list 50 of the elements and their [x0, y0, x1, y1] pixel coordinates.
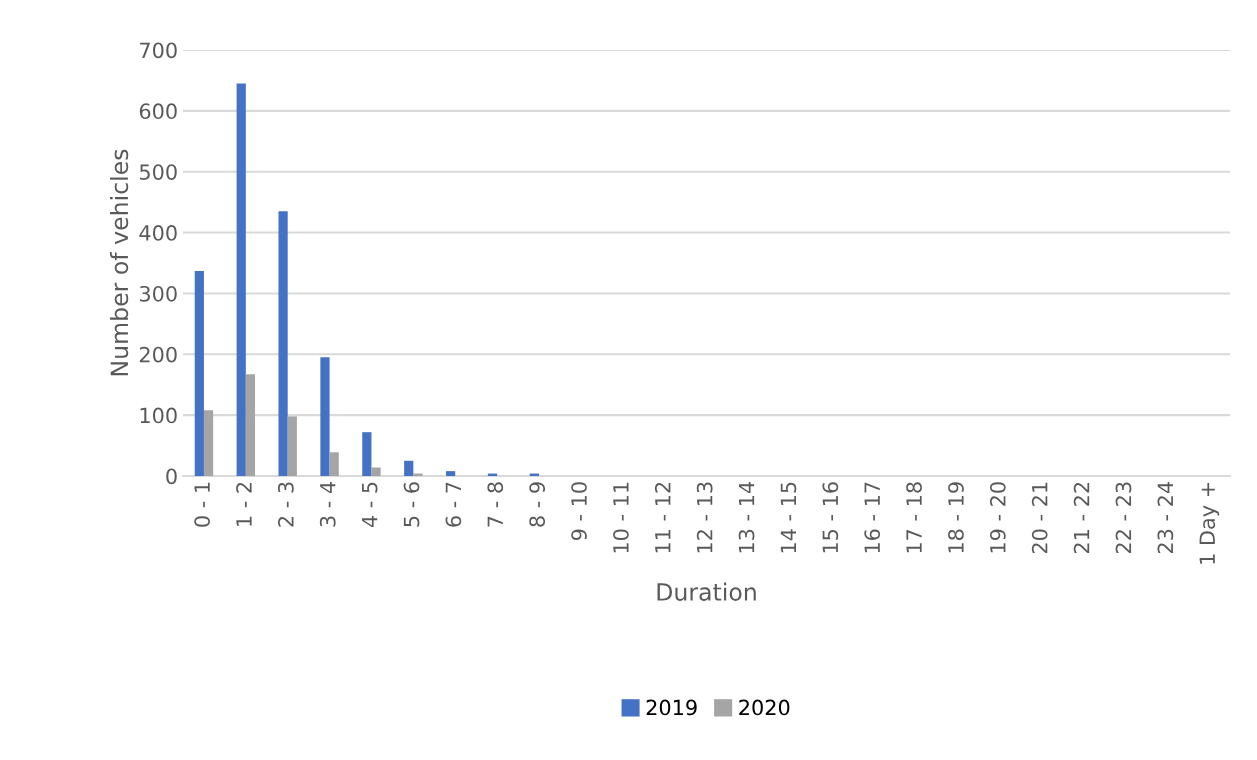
bar [320, 357, 330, 476]
x-tick-label: 17 - 18 [906, 482, 922, 553]
legend-label: 2019 [646, 699, 697, 716]
bar [194, 270, 204, 476]
y-axis-title: Number of vehicles [109, 149, 129, 376]
bar [362, 432, 372, 476]
x-tick-label: 10 - 11 [613, 482, 629, 553]
x-tick-label: 12 - 13 [696, 482, 713, 553]
x-tick-label: 1 Day + [1199, 483, 1220, 564]
x-tick-label: 11 - 12 [654, 482, 671, 553]
bar [236, 83, 246, 476]
x-tick-label: 7 - 8 [487, 482, 504, 527]
bar [446, 471, 456, 476]
bar [278, 211, 288, 476]
x-tick-label: 19 - 20 [989, 482, 1006, 553]
x-tick-label: 14 - 15 [780, 482, 797, 553]
x-tick-label: 6 - 7 [445, 482, 462, 527]
x-tick-label: 18 - 19 [948, 482, 964, 553]
bar [371, 467, 381, 476]
x-axis-title: Duration [657, 582, 756, 601]
x-tick-label: 15 - 16 [822, 482, 839, 553]
x-tick-label: 3 - 4 [319, 482, 336, 527]
bar [404, 460, 414, 476]
x-tick-label: 2 - 3 [277, 482, 294, 527]
y-tick-label: 300 [139, 285, 177, 302]
x-tick-label: 1 - 2 [236, 482, 252, 526]
y-tick-label: 600 [139, 103, 177, 120]
legend-label: 2020 [739, 699, 790, 716]
x-tick-label: 21 - 22 [1073, 482, 1090, 554]
y-tick-label: 100 [140, 407, 177, 424]
y-tick-label: 0 [166, 468, 177, 485]
x-tick-label: 20 - 21 [1031, 482, 1048, 554]
y-tick-label: 200 [139, 346, 177, 363]
x-tick-label: 8 - 9 [529, 482, 546, 527]
y-tick-label: 500 [139, 164, 177, 180]
x-tick-label: 9 - 10 [571, 482, 587, 541]
bar [329, 452, 339, 476]
bar [413, 473, 423, 476]
bar [245, 374, 256, 476]
x-tick-label: 5 - 6 [403, 482, 420, 527]
x-tick-label: 4 - 5 [362, 482, 378, 528]
x-tick-label: 0 - 1 [194, 482, 210, 527]
y-tick-label: 400 [139, 225, 177, 241]
x-tick-label: 22 - 23 [1115, 482, 1132, 554]
bar [287, 416, 297, 476]
x-tick-label: 13 - 14 [738, 482, 755, 553]
bar [203, 410, 214, 476]
x-tick-label: 23 - 24 [1157, 482, 1174, 554]
x-tick-label: 16 - 17 [864, 482, 881, 553]
y-tick-label: 700 [140, 42, 177, 59]
